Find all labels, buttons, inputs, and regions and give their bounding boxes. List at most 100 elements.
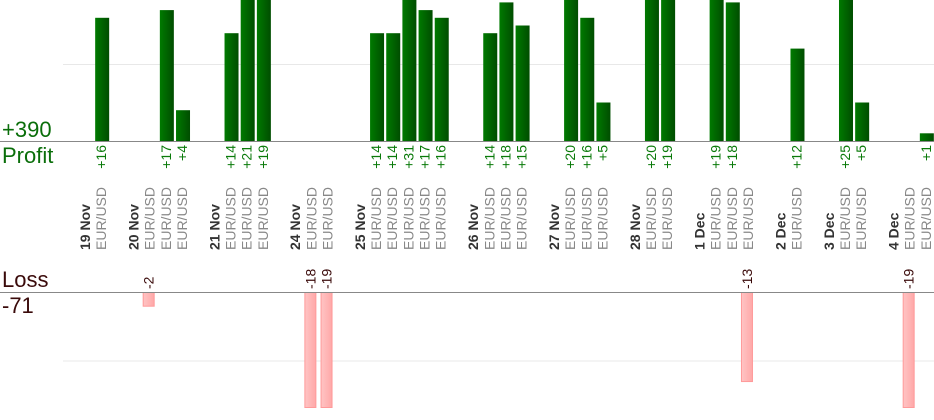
symbol-label: EUR/USD: [902, 187, 918, 250]
loss-value-label: -19: [319, 269, 335, 289]
profit-value-label: +20: [643, 145, 659, 169]
symbol-label: EUR/USD: [142, 187, 158, 250]
symbol-label: EUR/USD: [724, 187, 740, 250]
profit-bar: [790, 48, 805, 141]
profit-total: +390: [2, 117, 52, 142]
profit-bar: [176, 110, 191, 141]
profit-bar: [370, 33, 385, 142]
profit-value-label: +5: [594, 145, 610, 161]
symbol-label: EUR/USD: [740, 187, 756, 250]
profit-bar: [661, 0, 676, 141]
profit-value-label: +20: [562, 145, 578, 169]
profit-bar: [596, 102, 611, 141]
profit-value-label: +16: [578, 145, 594, 169]
loss-label: Loss: [2, 267, 49, 292]
date-label: 27 Nov: [546, 204, 562, 250]
profit-bar: [580, 17, 595, 141]
symbol-label: EUR/USD: [400, 187, 416, 250]
profit-value-label: +25: [837, 145, 853, 169]
symbol-label: EUR/USD: [708, 187, 724, 250]
symbol-label: EUR/USD: [239, 187, 255, 250]
profit-bar: [919, 133, 934, 141]
date-label: 1 Dec: [691, 212, 707, 250]
profit-bar: [709, 0, 724, 141]
profit-value-label: +1: [918, 145, 934, 161]
date-label: 4 Dec: [886, 212, 902, 250]
profit-bar: [564, 0, 579, 141]
date-label: 28 Nov: [627, 204, 643, 250]
date-label: 19 Nov: [77, 204, 93, 250]
symbol-label: EUR/USD: [643, 187, 659, 250]
date-label: 2 Dec: [772, 212, 788, 250]
profit-bar: [725, 2, 740, 142]
profit-value-label: +17: [417, 145, 433, 169]
loss-bar: [740, 292, 753, 383]
date-label: 21 Nov: [206, 204, 222, 250]
loss-bar: [902, 292, 915, 408]
loss-value-label: -13: [739, 269, 755, 289]
profit-bar: [855, 102, 870, 141]
loss-bar: [304, 292, 317, 408]
symbol-label: EUR/USD: [837, 187, 853, 250]
profit-bar: [515, 25, 530, 141]
profit-value-label: +16: [433, 145, 449, 169]
profit-value-label: +4: [174, 145, 190, 161]
symbol-label: EUR/USD: [562, 187, 578, 250]
profit-value-label: +12: [788, 145, 804, 169]
loss-value-label: -2: [141, 276, 157, 289]
symbol-label: EUR/USD: [158, 187, 174, 250]
profit-bar: [434, 17, 449, 141]
profit-bar: [483, 33, 498, 142]
profit-value-label: +17: [158, 145, 174, 169]
loss-bar: [320, 292, 333, 408]
profit-bar: [386, 33, 401, 142]
symbol-label: EUR/USD: [433, 187, 449, 250]
symbol-label: EUR/USD: [223, 187, 239, 250]
loss-value-label: -19: [901, 269, 917, 289]
loss-value-label: -18: [302, 269, 318, 289]
symbol-label: EUR/USD: [417, 187, 433, 250]
symbol-label: EUR/USD: [594, 187, 610, 250]
profit-bar: [95, 17, 110, 141]
profit-bar: [838, 0, 853, 141]
profit-value-label: +19: [659, 145, 675, 169]
date-label: 26 Nov: [465, 204, 481, 250]
profit-bar: [418, 10, 433, 141]
profit-bar: [499, 2, 514, 142]
symbol-label: EUR/USD: [93, 187, 109, 250]
profit-bar: [644, 0, 659, 141]
profit-value-label: +16: [93, 145, 109, 169]
symbol-label: EUR/USD: [578, 187, 594, 250]
profit-bar: [240, 0, 255, 141]
profit-bar: [159, 10, 174, 141]
loss-bar: [142, 292, 155, 307]
profit-bar: [256, 0, 271, 141]
profit-value-label: +14: [368, 145, 384, 169]
symbol-label: EUR/USD: [481, 187, 497, 250]
symbol-label: EUR/USD: [368, 187, 384, 250]
symbol-label: EUR/USD: [255, 187, 271, 250]
profit-value-label: +31: [400, 145, 416, 169]
profit-value-label: +19: [708, 145, 724, 169]
date-label: 25 Nov: [352, 204, 368, 250]
date-label: 20 Nov: [126, 204, 142, 250]
symbol-label: EUR/USD: [497, 187, 513, 250]
profit-value-label: +5: [853, 145, 869, 161]
profit-bar: [402, 0, 417, 141]
profit-value-label: +14: [384, 145, 400, 169]
symbol-label: EUR/USD: [174, 187, 190, 250]
date-label: 24 Nov: [287, 204, 303, 250]
symbol-label: EUR/USD: [788, 187, 804, 250]
symbol-label: EUR/USD: [514, 187, 530, 250]
profit-value-label: +21: [239, 145, 255, 169]
symbol-label: EUR/USD: [384, 187, 400, 250]
symbol-label: EUR/USD: [853, 187, 869, 250]
profit-value-label: +15: [514, 145, 530, 169]
date-label: 3 Dec: [821, 212, 837, 250]
profit-value-label: +18: [497, 145, 513, 169]
profit-value-label: +18: [724, 145, 740, 169]
profit-label: Profit: [2, 143, 54, 168]
profit-value-label: +14: [481, 145, 497, 169]
symbol-label: EUR/USD: [320, 187, 336, 250]
